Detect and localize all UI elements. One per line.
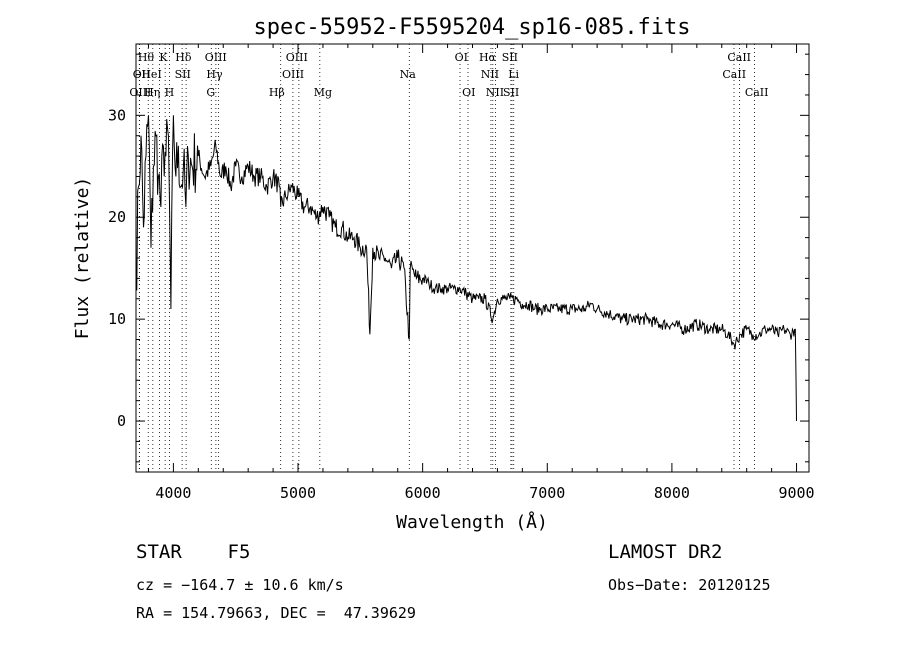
redshift-velocity: cz = −164.7 ± 10.6 km/s xyxy=(136,576,344,594)
survey-name: LAMOST DR2 xyxy=(608,541,723,563)
line-label-16: Na xyxy=(400,68,417,81)
line-label-5: HeI xyxy=(141,68,161,81)
line-label-19: Hα xyxy=(479,51,497,64)
line-label-17: OI xyxy=(455,51,468,64)
line-label-14: OIII xyxy=(282,68,304,81)
line-label-11: G xyxy=(206,86,215,99)
sky-coordinates: RA = 154.79663, DEC = 47.39629 xyxy=(136,604,416,622)
line-label-23: NII xyxy=(486,86,504,99)
line-label-25: CaII xyxy=(727,51,751,64)
line-label-0: Hθ xyxy=(138,51,155,64)
line-label-10: Hγ xyxy=(206,68,223,81)
line-label-18: OI xyxy=(462,86,475,99)
line-label-26: CaII xyxy=(722,68,746,81)
y-axis-label: Flux (relative) xyxy=(72,177,93,340)
spectral-line-markers xyxy=(138,44,755,472)
spectrum-series xyxy=(135,115,797,422)
line-label-6: SII xyxy=(175,68,191,81)
x-tick-label-1: 5000 xyxy=(280,484,316,502)
line-label-22: Li xyxy=(508,68,519,81)
x-tick-label-4: 8000 xyxy=(654,484,690,502)
line-label-3: Hη xyxy=(144,86,160,99)
x-tick-label-3: 7000 xyxy=(529,484,565,502)
object-class: STAR F5 xyxy=(136,541,251,563)
line-label-15: Mg xyxy=(314,86,332,99)
x-axis-label: Wavelength (Å) xyxy=(396,511,548,533)
line-label-9: OIII xyxy=(205,51,227,64)
y-tick-label-3: 30 xyxy=(108,106,126,124)
line-label-12: Hβ xyxy=(269,86,285,99)
x-tick-label-0: 4000 xyxy=(155,484,191,502)
spectrum-chart: spec-55952-F5595204_sp16-085.fits Hθ OII O… xyxy=(72,15,815,533)
y-tick-label-2: 20 xyxy=(108,208,126,226)
line-label-7: H xyxy=(165,86,175,99)
line-label-8: Hδ xyxy=(175,51,192,64)
y-axis: 0 10 20 30 xyxy=(108,53,809,463)
line-label-27: CaII xyxy=(745,86,769,99)
line-label-13: OIII xyxy=(286,51,308,64)
y-tick-label-0: 0 xyxy=(117,412,126,430)
line-label-2: OIII xyxy=(129,86,151,99)
line-label-1: OII xyxy=(133,68,151,81)
x-tick-label-2: 6000 xyxy=(405,484,441,502)
observation-date: Obs−Date: 20120125 xyxy=(608,576,771,594)
spectrum-line xyxy=(135,115,797,422)
chart-title: spec-55952-F5595204_sp16-085.fits xyxy=(253,15,690,40)
line-label-20: SII xyxy=(502,51,518,64)
x-tick-label-5: 9000 xyxy=(778,484,814,502)
line-label-21: NII xyxy=(481,68,499,81)
line-label-4: K xyxy=(159,51,168,64)
line-label-24: SII xyxy=(503,86,519,99)
x-axis: 4000 5000 6000 7000 8000 9000 xyxy=(147,44,815,502)
y-tick-label-1: 10 xyxy=(108,310,126,328)
plot-frame xyxy=(135,43,810,473)
